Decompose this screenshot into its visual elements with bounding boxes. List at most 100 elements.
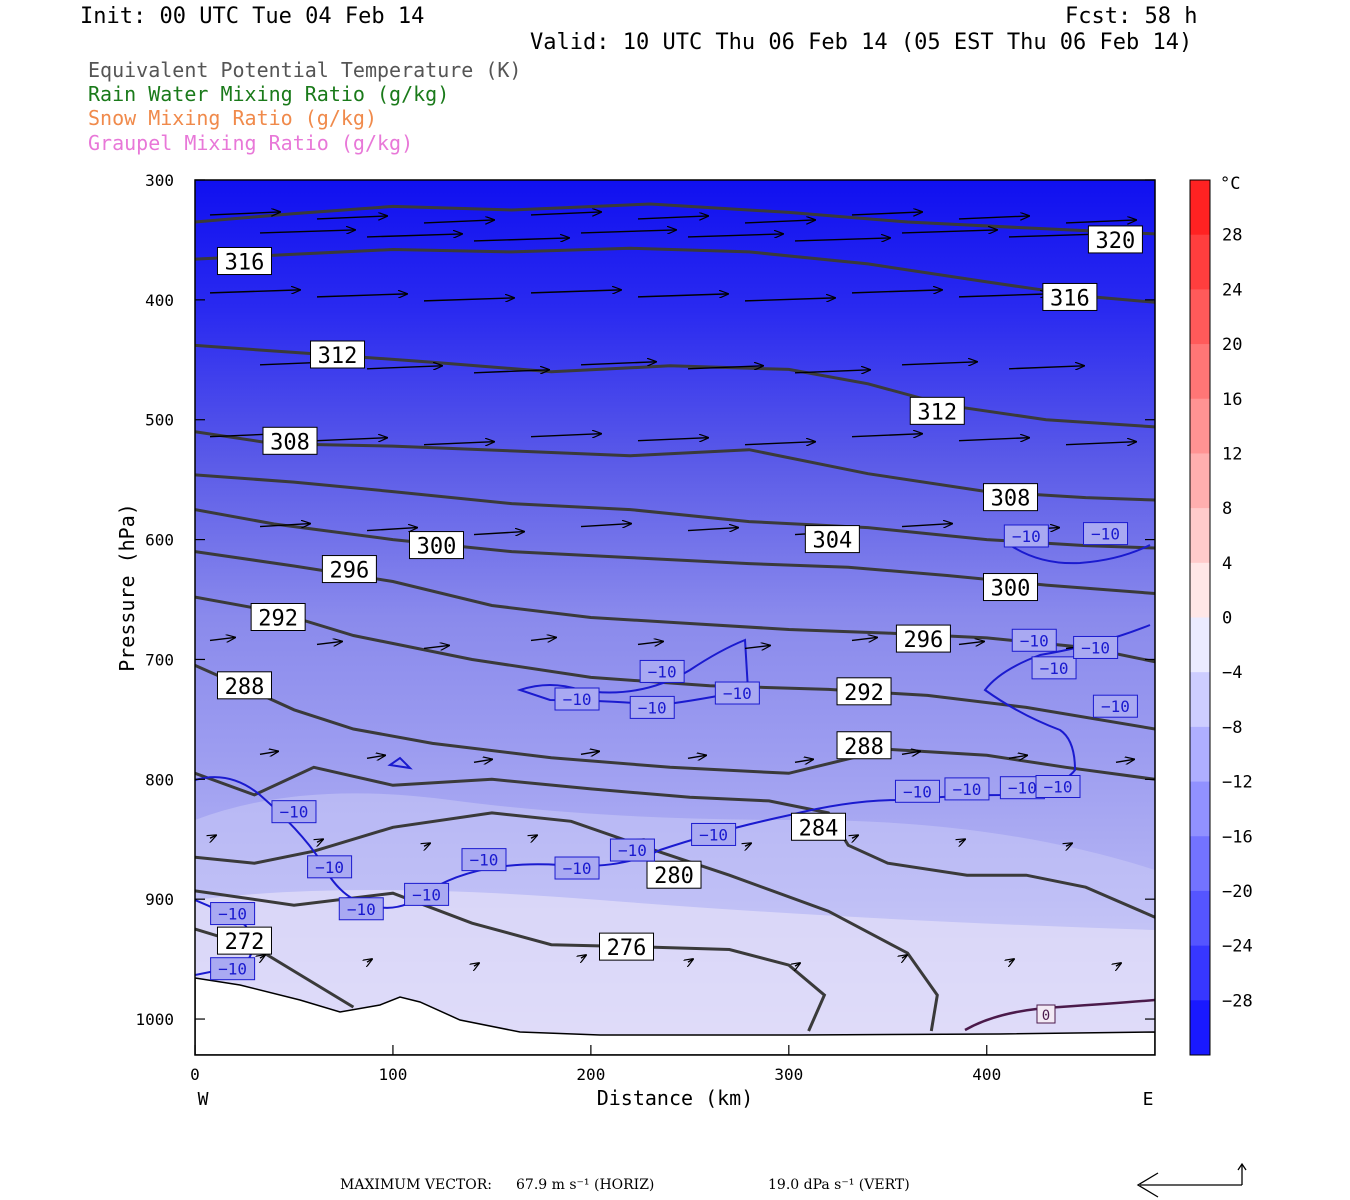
wind-vector [423, 442, 494, 445]
theta-e-label: 308 [983, 483, 1039, 512]
wind-vector [366, 366, 442, 369]
wind-vector [474, 963, 479, 966]
wind-vector [745, 843, 751, 846]
wind-vector [744, 298, 835, 301]
terrain [195, 977, 1155, 1055]
theta-e-label: 276 [599, 932, 655, 961]
wind-vector [744, 442, 815, 445]
wind-vector [580, 230, 676, 233]
legend-snow: Snow Mixing Ratio (g/kg) [88, 106, 377, 130]
wind-vector [473, 532, 524, 535]
wind-vector [958, 438, 1029, 441]
wind-vector [794, 370, 870, 373]
temperature-label: −10 [944, 777, 990, 801]
header-valid: Valid: 10 UTC Thu 06 Feb 14 (05 EST Thu … [530, 30, 1193, 55]
wind-vector [423, 220, 494, 223]
svg-text:−10: −10 [1020, 631, 1049, 650]
colorbar-label: −20 [1222, 882, 1253, 902]
theta-e-label: 288 [836, 731, 892, 760]
wind-vector [1065, 220, 1136, 223]
footer-horiz: 67.9 m s⁻¹ (HORIZ) [516, 1177, 655, 1193]
theta-e-label: 288 [216, 671, 272, 700]
colorbar-frame [1189, 179, 1211, 1056]
theta-e-label: 272 [216, 926, 272, 955]
temperature-label: −10 [714, 681, 760, 705]
svg-text:−10: −10 [470, 851, 499, 870]
colorbar-segment [1190, 726, 1210, 783]
wind-vector [795, 963, 800, 966]
colorbar-label: −8 [1222, 718, 1242, 738]
colorbar-segment [1190, 836, 1210, 892]
theta-e-label: 296 [895, 624, 951, 653]
wind-vector [531, 835, 537, 838]
theta-e-label: 292 [250, 603, 306, 632]
wind-vector [637, 438, 708, 441]
colorbar-label: 12 [1222, 444, 1242, 464]
svg-text:312: 312 [318, 344, 358, 369]
svg-text:316: 316 [1050, 286, 1090, 311]
temperature-label: −10 [210, 902, 256, 926]
wind-vector [260, 955, 265, 958]
theta-e-label: 284 [791, 812, 847, 841]
colorbar-label: −4 [1222, 663, 1242, 683]
colorbar-label: −28 [1222, 991, 1253, 1011]
colorbar-segment [1190, 234, 1210, 290]
small-isotherm-loop [387, 756, 413, 770]
temperature-label: −10 [554, 687, 600, 711]
colorbar-label: 28 [1222, 226, 1242, 246]
wind-vector [424, 843, 430, 846]
theta-e-label: 296 [321, 555, 377, 584]
wind-vector [851, 290, 942, 293]
temperature-label: −10 [461, 848, 507, 872]
wind-vector [210, 835, 216, 838]
wind-vector [259, 751, 278, 754]
wind-vector [1008, 755, 1027, 758]
colorbar-label: 16 [1222, 390, 1242, 410]
footer-vert: 19.0 dPa s⁻¹ (VERT) [768, 1177, 910, 1193]
wind-vector [851, 212, 922, 215]
theta-e-label: 280 [646, 860, 702, 889]
wind-vector [901, 751, 920, 754]
temperature-label: −10 [999, 776, 1045, 800]
wind-vector [901, 524, 952, 527]
temperature-label: −10 [307, 855, 353, 879]
svg-text:−10: −10 [1008, 779, 1037, 798]
wind-vector [366, 234, 462, 237]
svg-text:−10: −10 [412, 885, 441, 904]
wind-vector [367, 959, 372, 962]
svg-text:−10: −10 [563, 690, 592, 709]
wind-vector [473, 238, 569, 241]
y-tick-label: 700 [145, 650, 174, 669]
wind-vector [209, 637, 235, 640]
wind-vector [473, 370, 549, 373]
wind-vector [687, 528, 738, 531]
legend-graupel: Graupel Mixing Ratio (g/kg) [88, 131, 414, 155]
wind-vector [580, 751, 599, 754]
colorbar-unit: °C [1220, 174, 1240, 194]
theta-e-contour [195, 246, 1155, 304]
temperature-label: −10 [1092, 694, 1138, 718]
footer-max-vector-label: MAXIMUM VECTOR: [340, 1177, 492, 1193]
y-tick-label: 400 [145, 291, 174, 310]
svg-text:288: 288 [844, 735, 884, 760]
footer-vector-arrow [1136, 1162, 1247, 1198]
temperature-label: −10 [271, 800, 317, 824]
x-tick-label: 200 [576, 1065, 605, 1084]
temperature-label: −10 [629, 695, 675, 719]
svg-text:−10: −10 [723, 684, 752, 703]
svg-text:0: 0 [1042, 1008, 1050, 1024]
x-tick-label: 300 [774, 1065, 803, 1084]
y-tick-label: 300 [145, 171, 174, 190]
svg-text:−10: −10 [280, 803, 309, 822]
header-fcst: Fcst: 58 h [1065, 4, 1198, 29]
wind-vector [423, 645, 449, 648]
colorbar-label: −24 [1222, 937, 1253, 957]
colorbar-label: 20 [1222, 335, 1242, 355]
wind-vector [958, 641, 984, 644]
wind-vector [530, 290, 621, 293]
wind-vector [316, 294, 407, 297]
theta-e-label: 316 [216, 247, 272, 276]
minus10-isotherm-upper [1009, 544, 1151, 565]
wind-vector [958, 294, 1049, 297]
wind-vector [1009, 959, 1014, 962]
